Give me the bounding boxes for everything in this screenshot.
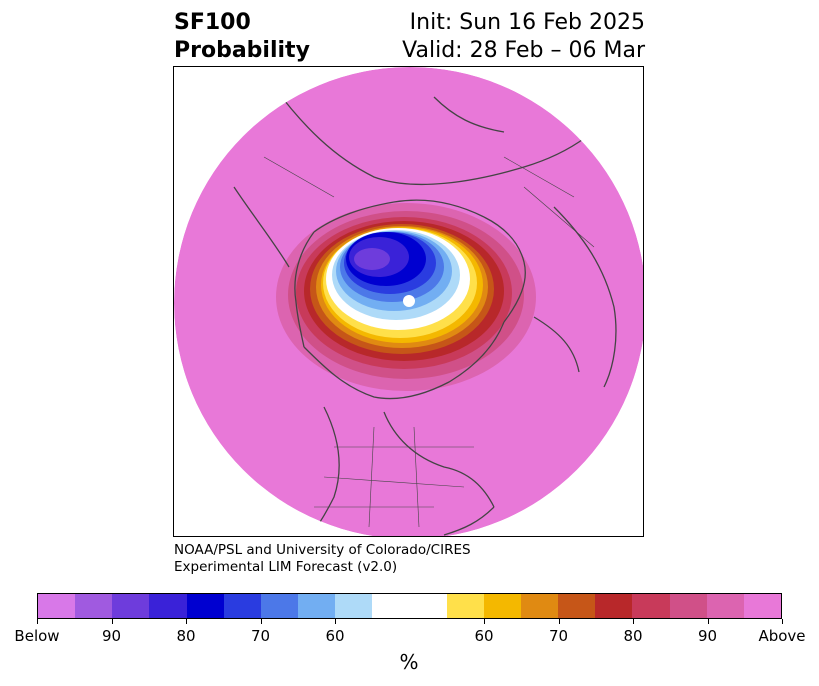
credit-line2: Experimental LIM Forecast (v2.0) [174, 559, 398, 575]
colorbar-tick-label: 80 [176, 627, 196, 645]
colorbar-segment [260, 594, 299, 618]
map-canvas [174, 67, 643, 536]
probability-map [173, 66, 644, 537]
forecast-dates: Init: Sun 16 Feb 2025 Valid: 28 Feb – 06… [402, 9, 645, 65]
init-date: Init: Sun 16 Feb 2025 [409, 10, 645, 35]
colorbar-tick-label: 70 [548, 627, 569, 645]
map-title: SF100 Probability [174, 9, 310, 65]
credit-text: NOAA/PSL and University of Colorado/CIRE… [174, 542, 471, 576]
colorbar-tick-mark [111, 619, 113, 624]
colorbar-segment [372, 594, 447, 618]
colorbar-unit: % [399, 650, 419, 674]
borders [263, 156, 595, 528]
colorbar [37, 593, 782, 619]
colorbar-segment [446, 594, 484, 618]
colorbar-segment [186, 594, 224, 618]
colorbar-tick-label: 90 [101, 627, 122, 645]
anomaly-rings [276, 203, 536, 391]
colorbar-segment [558, 594, 596, 618]
credit-line1: NOAA/PSL and University of Colorado/CIRE… [174, 542, 471, 558]
colorbar-tick-mark [186, 619, 187, 624]
colorbar-tick-label: 70 [250, 627, 271, 645]
colorbar-segment [706, 594, 744, 618]
colorbar-segment [743, 594, 782, 618]
colorbar-segment [223, 594, 261, 618]
colorbar-segment [298, 594, 336, 618]
colorbar-segment [149, 594, 187, 618]
valid-range: Valid: 28 Feb – 06 Mar [402, 38, 645, 63]
colorbar-segment [521, 594, 559, 618]
colorbar-tick-label: 60 [474, 627, 494, 645]
colorbar-segment [595, 594, 633, 618]
colorbar-tick-mark [335, 619, 336, 624]
colorbar-tick-label: 80 [623, 627, 643, 645]
colorbar-tick-label: Below [14, 627, 60, 645]
colorbar-segment [335, 594, 373, 618]
colorbar-tick-mark [37, 619, 38, 624]
colorbar-tick-mark [484, 619, 485, 624]
colorbar-tick-mark [707, 619, 709, 624]
colorbar-tick-mark [633, 619, 634, 624]
colorbar-segment [75, 594, 113, 618]
colorbar-tick-mark [260, 619, 262, 624]
colorbar-tick-label: 60 [325, 627, 345, 645]
colorbar-tick-label: 90 [697, 627, 718, 645]
colorbar-tick-mark [558, 619, 560, 624]
colorbar-segment [112, 594, 150, 618]
colorbar-segment [38, 594, 76, 618]
colorbar-tick-label: Above [758, 627, 806, 645]
colorbar-segment [483, 594, 522, 618]
coastlines [233, 86, 625, 536]
title-kind: Probability [174, 38, 310, 63]
colorbar-tick-mark [782, 619, 783, 624]
colorbar-segment [632, 594, 670, 618]
colorbar-segment [669, 594, 707, 618]
title-variable: SF100 [174, 10, 251, 35]
